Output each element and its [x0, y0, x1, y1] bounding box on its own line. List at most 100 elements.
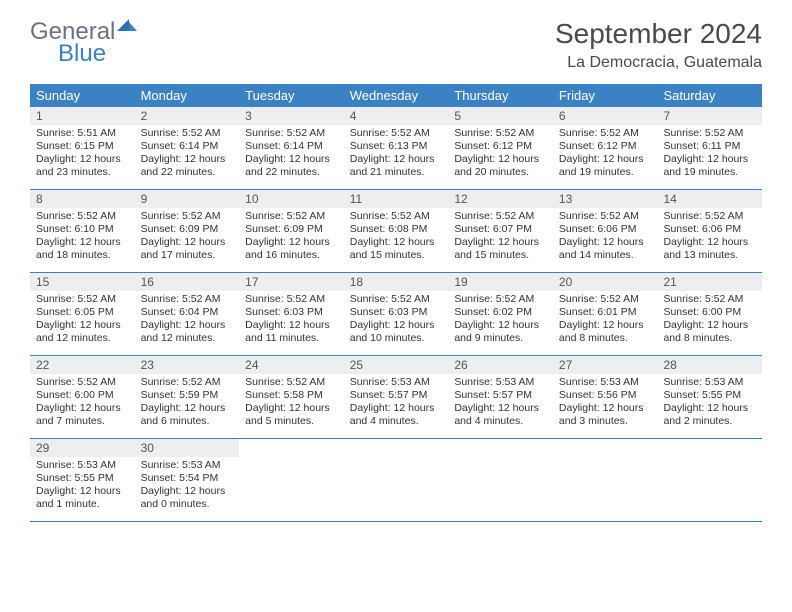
- day-detail-line: Sunset: 6:13 PM: [350, 140, 445, 153]
- day-cell: 5Sunrise: 5:52 AMSunset: 6:12 PMDaylight…: [448, 107, 553, 189]
- day-cell: 8Sunrise: 5:52 AMSunset: 6:10 PMDaylight…: [30, 190, 135, 272]
- day-cell: 4Sunrise: 5:52 AMSunset: 6:13 PMDaylight…: [344, 107, 449, 189]
- day-cell: 27Sunrise: 5:53 AMSunset: 5:56 PMDayligh…: [553, 356, 658, 438]
- day-detail-line: Daylight: 12 hours: [141, 153, 236, 166]
- day-detail-line: and 15 minutes.: [350, 249, 445, 262]
- day-detail-line: Sunrise: 5:52 AM: [245, 293, 340, 306]
- day-detail-line: Daylight: 12 hours: [245, 153, 340, 166]
- day-header-cell: Friday: [553, 84, 658, 107]
- day-detail-line: and 15 minutes.: [454, 249, 549, 262]
- day-detail-line: and 8 minutes.: [663, 332, 758, 345]
- day-details: Sunrise: 5:52 AMSunset: 5:59 PMDaylight:…: [135, 374, 240, 433]
- day-detail-line: Sunrise: 5:52 AM: [245, 376, 340, 389]
- day-detail-line: Daylight: 12 hours: [36, 319, 131, 332]
- day-cell: 15Sunrise: 5:52 AMSunset: 6:05 PMDayligh…: [30, 273, 135, 355]
- day-detail-line: Sunset: 6:03 PM: [350, 306, 445, 319]
- day-detail-line: and 12 minutes.: [141, 332, 236, 345]
- day-details: Sunrise: 5:52 AMSunset: 6:13 PMDaylight:…: [344, 125, 449, 184]
- day-detail-line: Daylight: 12 hours: [36, 236, 131, 249]
- day-detail-line: Daylight: 12 hours: [663, 153, 758, 166]
- day-detail-line: Sunset: 6:14 PM: [245, 140, 340, 153]
- day-detail-line: Sunset: 6:12 PM: [454, 140, 549, 153]
- day-number: 20: [553, 273, 658, 291]
- day-number: 6: [553, 107, 658, 125]
- day-detail-line: Sunset: 5:59 PM: [141, 389, 236, 402]
- day-detail-line: Sunrise: 5:52 AM: [350, 293, 445, 306]
- day-cell: 9Sunrise: 5:52 AMSunset: 6:09 PMDaylight…: [135, 190, 240, 272]
- day-header-cell: Thursday: [448, 84, 553, 107]
- day-detail-line: Daylight: 12 hours: [663, 319, 758, 332]
- day-detail-line: and 20 minutes.: [454, 166, 549, 179]
- day-detail-line: Sunrise: 5:52 AM: [454, 293, 549, 306]
- day-detail-line: Sunrise: 5:52 AM: [141, 210, 236, 223]
- day-detail-line: and 11 minutes.: [245, 332, 340, 345]
- day-detail-line: Sunrise: 5:53 AM: [663, 376, 758, 389]
- day-detail-line: and 18 minutes.: [36, 249, 131, 262]
- day-detail-line: and 2 minutes.: [663, 415, 758, 428]
- day-details: Sunrise: 5:52 AMSunset: 6:09 PMDaylight:…: [135, 208, 240, 267]
- day-cell: 18Sunrise: 5:52 AMSunset: 6:03 PMDayligh…: [344, 273, 449, 355]
- day-number: 25: [344, 356, 449, 374]
- day-cell: 23Sunrise: 5:52 AMSunset: 5:59 PMDayligh…: [135, 356, 240, 438]
- day-detail-line: Sunrise: 5:52 AM: [245, 210, 340, 223]
- day-detail-line: and 0 minutes.: [141, 498, 236, 511]
- day-detail-line: and 16 minutes.: [245, 249, 340, 262]
- day-cell: 1Sunrise: 5:51 AMSunset: 6:15 PMDaylight…: [30, 107, 135, 189]
- day-detail-line: Daylight: 12 hours: [454, 319, 549, 332]
- day-detail-line: Sunrise: 5:52 AM: [350, 127, 445, 140]
- day-detail-line: Sunrise: 5:52 AM: [663, 210, 758, 223]
- logo-icon: [117, 10, 137, 38]
- day-details: Sunrise: 5:52 AMSunset: 6:12 PMDaylight:…: [553, 125, 658, 184]
- day-details: Sunrise: 5:53 AMSunset: 5:56 PMDaylight:…: [553, 374, 658, 433]
- day-detail-line: Sunrise: 5:52 AM: [454, 210, 549, 223]
- day-details: Sunrise: 5:52 AMSunset: 6:01 PMDaylight:…: [553, 291, 658, 350]
- day-detail-line: Sunset: 6:02 PM: [454, 306, 549, 319]
- day-number: 21: [657, 273, 762, 291]
- day-number: 1: [30, 107, 135, 125]
- day-header-cell: Saturday: [657, 84, 762, 107]
- day-detail-line: Daylight: 12 hours: [454, 236, 549, 249]
- day-number: 4: [344, 107, 449, 125]
- day-details: Sunrise: 5:52 AMSunset: 6:08 PMDaylight:…: [344, 208, 449, 267]
- day-detail-line: Sunrise: 5:52 AM: [36, 293, 131, 306]
- day-cell: 19 Sunrise: 5:52 AMSunset: 6:02 PMDayligh…: [448, 273, 553, 355]
- day-detail-line: and 4 minutes.: [350, 415, 445, 428]
- day-number: 12: [448, 190, 553, 208]
- day-number: 7: [657, 107, 762, 125]
- day-detail-line: Daylight: 12 hours: [245, 402, 340, 415]
- day-detail-line: Sunset: 6:14 PM: [141, 140, 236, 153]
- empty-cell: [344, 439, 449, 521]
- day-detail-line: Sunset: 6:11 PM: [663, 140, 758, 153]
- week-row: 8Sunrise: 5:52 AMSunset: 6:10 PMDaylight…: [30, 190, 762, 273]
- day-number: 9: [135, 190, 240, 208]
- day-number: 23: [135, 356, 240, 374]
- day-detail-line: Daylight: 12 hours: [559, 236, 654, 249]
- day-detail-line: Sunrise: 5:53 AM: [559, 376, 654, 389]
- day-cell: 22Sunrise: 5:52 AMSunset: 6:00 PMDayligh…: [30, 356, 135, 438]
- day-detail-line: Sunrise: 5:53 AM: [350, 376, 445, 389]
- day-number: 14: [657, 190, 762, 208]
- day-number: 22: [30, 356, 135, 374]
- day-cell: 30Sunrise: 5:53 AMSunset: 5:54 PMDayligh…: [135, 439, 240, 521]
- day-number: 19: [448, 273, 553, 291]
- day-header-row: SundayMondayTuesdayWednesdayThursdayFrid…: [30, 84, 762, 107]
- day-number: 10: [239, 190, 344, 208]
- day-cell: 17Sunrise: 5:52 AMSunset: 6:03 PMDayligh…: [239, 273, 344, 355]
- day-details: Sunrise: 5:52 AMSunset: 6:11 PMDaylight:…: [657, 125, 762, 184]
- day-detail-line: and 5 minutes.: [245, 415, 340, 428]
- day-detail-line: Sunset: 5:57 PM: [350, 389, 445, 402]
- day-number: 29: [30, 439, 135, 457]
- day-details: Sunrise: 5:52 AMSunset: 6:10 PMDaylight:…: [30, 208, 135, 267]
- day-details: Sunrise: 5:52 AMSunset: 6:05 PMDaylight:…: [30, 291, 135, 350]
- day-detail-line: Daylight: 12 hours: [245, 319, 340, 332]
- day-detail-line: Sunrise: 5:52 AM: [663, 293, 758, 306]
- day-header-cell: Sunday: [30, 84, 135, 107]
- weeks-container: 1Sunrise: 5:51 AMSunset: 6:15 PMDaylight…: [30, 107, 762, 522]
- day-detail-line: Sunrise: 5:53 AM: [36, 459, 131, 472]
- day-detail-line: Daylight: 12 hours: [454, 153, 549, 166]
- location: La Democracia, Guatemala: [555, 54, 762, 72]
- day-cell: 13Sunrise: 5:52 AMSunset: 6:06 PMDayligh…: [553, 190, 658, 272]
- day-cell: 28Sunrise: 5:53 AMSunset: 5:55 PMDayligh…: [657, 356, 762, 438]
- day-detail-line: Sunrise: 5:52 AM: [141, 127, 236, 140]
- day-number: 3: [239, 107, 344, 125]
